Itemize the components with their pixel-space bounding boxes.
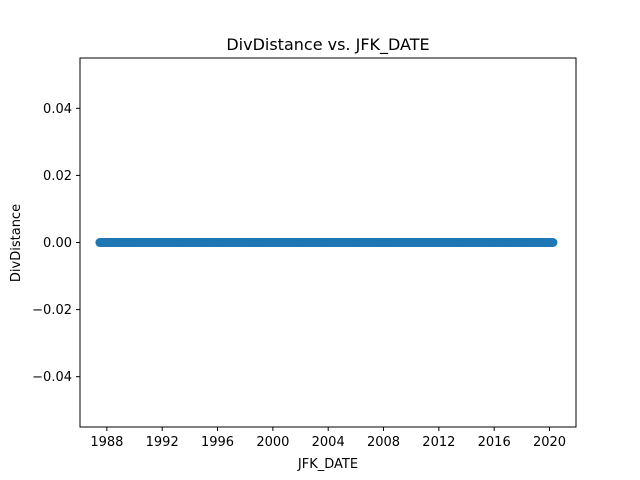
x-axis-label: JFK_DATE xyxy=(297,457,358,472)
x-tick-label: 2016 xyxy=(478,435,511,450)
x-tick-label: 2020 xyxy=(533,435,566,450)
y-tick-label: 0.04 xyxy=(43,102,72,117)
data-point xyxy=(548,238,558,247)
y-axis-ticks: −0.04 −0.02 0.00 0.02 0.04 xyxy=(32,102,80,385)
y-tick-label: 0.00 xyxy=(43,236,72,251)
y-tick-label: −0.04 xyxy=(32,370,72,385)
x-tick-label: 2004 xyxy=(312,435,345,450)
y-axis-label: DivDistance xyxy=(9,204,24,282)
x-tick-label: 1996 xyxy=(201,435,234,450)
chart-title: DivDistance vs. JFK_DATE xyxy=(226,35,429,55)
y-tick-label: −0.02 xyxy=(32,303,72,318)
x-tick-label: 1992 xyxy=(146,435,179,450)
x-tick-label: 1988 xyxy=(90,435,123,450)
x-tick-label: 2000 xyxy=(256,435,289,450)
x-tick-label: 2008 xyxy=(367,435,400,450)
data-points xyxy=(95,238,558,247)
x-axis-ticks: 1988 1992 1996 2000 2004 2008 2012 2016 2020 xyxy=(90,427,566,450)
x-tick-label: 2012 xyxy=(422,435,455,450)
y-tick-label: 0.02 xyxy=(43,169,72,184)
